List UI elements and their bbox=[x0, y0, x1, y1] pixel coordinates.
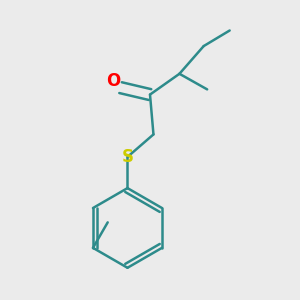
Text: O: O bbox=[106, 72, 120, 90]
Text: S: S bbox=[122, 148, 134, 166]
